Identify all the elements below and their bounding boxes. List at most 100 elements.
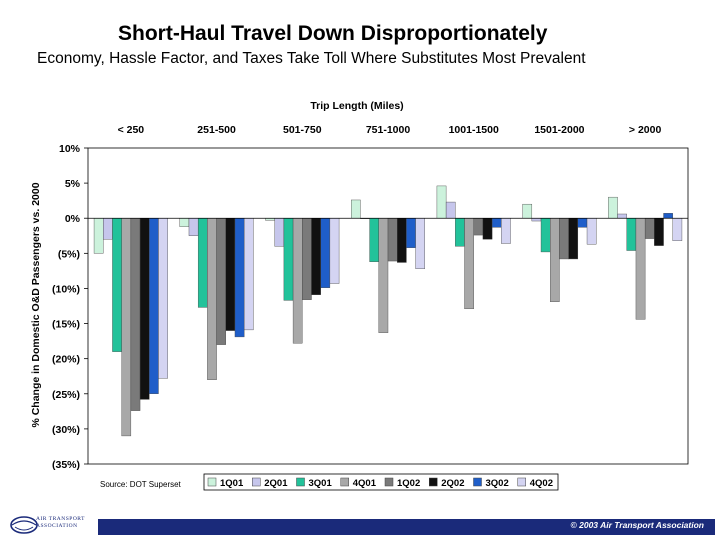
category-label: < 250 xyxy=(118,124,145,136)
y-tick-label: (25%) xyxy=(52,389,80,401)
page-title: Short-Haul Travel Down Disproportionatel… xyxy=(118,22,548,45)
bar-3Q02 xyxy=(663,213,673,219)
legend-swatch-2Q01 xyxy=(252,477,261,487)
legend-label-3Q01: 3Q01 xyxy=(309,478,333,489)
copyright-text: © 2003 Air Transport Association xyxy=(570,520,705,530)
logo-line1: AIR TRANSPORT xyxy=(36,516,86,522)
bar-3Q01 xyxy=(455,218,465,247)
bar-2Q02 xyxy=(397,218,407,263)
category-label: 1501-2000 xyxy=(534,124,584,136)
bar-2Q01 xyxy=(103,218,113,240)
legend-swatch-3Q01 xyxy=(296,477,305,487)
page-subtitle: Economy, Hassle Factor, and Taxes Take T… xyxy=(37,50,586,67)
legend-label-3Q02: 3Q02 xyxy=(486,478,509,489)
bar-3Q01 xyxy=(540,218,551,253)
y-tick-label: (10%) xyxy=(52,283,80,295)
bar-2Q01 xyxy=(617,213,627,219)
bar-4Q02 xyxy=(586,218,597,245)
y-tick-label: (35%) xyxy=(52,459,80,471)
bar-2Q02 xyxy=(311,218,321,295)
bar-3Q02 xyxy=(234,218,245,338)
y-tick-label: (5%) xyxy=(58,248,80,260)
bar-2Q02 xyxy=(654,218,664,246)
source-note: Source: DOT Superset xyxy=(100,480,182,489)
legend-swatch-4Q02 xyxy=(517,477,526,487)
bar-3Q02 xyxy=(491,218,502,228)
bar-2Q02 xyxy=(225,218,236,331)
bar-3Q01 xyxy=(112,218,122,352)
bar-3Q01 xyxy=(369,218,380,262)
bar-1Q02 xyxy=(302,218,312,300)
bar-4Q02 xyxy=(243,218,254,331)
bar-1Q01 xyxy=(522,203,533,219)
bar-4Q02 xyxy=(415,218,426,269)
bar-4Q01 xyxy=(121,218,132,437)
bar-2Q01 xyxy=(274,218,285,247)
bar-3Q02 xyxy=(406,218,416,248)
category-label: 751-1000 xyxy=(366,124,411,136)
legend-label-1Q02: 1Q02 xyxy=(397,478,420,489)
bar-1Q02 xyxy=(130,218,141,411)
y-tick-label: (20%) xyxy=(52,354,80,366)
bar-3Q01 xyxy=(626,218,637,251)
y-axis-label: % Change in Domestic O&D Passengers vs. … xyxy=(30,182,42,427)
bar-2Q01 xyxy=(531,218,542,222)
bar-1Q01 xyxy=(179,218,190,227)
bar-1Q02 xyxy=(644,218,655,239)
legend-box xyxy=(203,473,559,491)
y-tick-label: 10% xyxy=(59,143,81,155)
bar-1Q02 xyxy=(216,218,226,345)
category-label: 1001-1500 xyxy=(449,124,499,136)
bar-1Q02 xyxy=(387,218,398,262)
legend-swatch-3Q02 xyxy=(473,477,482,487)
bar-2Q02 xyxy=(139,218,150,400)
bar-2Q02 xyxy=(482,218,493,240)
bar-4Q02 xyxy=(329,218,340,284)
category-label: > 2000 xyxy=(629,124,662,136)
footer-bar xyxy=(98,519,715,535)
bar-1Q02 xyxy=(473,218,484,236)
bar-3Q01 xyxy=(197,218,208,308)
legend-swatch-1Q02 xyxy=(384,477,394,487)
bar-1Q01 xyxy=(351,199,361,219)
logo-line2: ASSOCIATION xyxy=(36,523,78,529)
legend-swatch-2Q02 xyxy=(429,477,438,487)
bar-4Q02 xyxy=(672,218,683,241)
legend-swatch-4Q01 xyxy=(340,477,349,487)
x-axis-title: Trip Length (Miles) xyxy=(310,100,403,112)
bar-1Q01 xyxy=(93,218,104,254)
bar-4Q01 xyxy=(464,218,474,310)
legend-label-4Q01: 4Q01 xyxy=(353,478,377,489)
y-tick-label: (30%) xyxy=(52,424,80,436)
legend-swatch-1Q01 xyxy=(207,477,217,487)
logo-text: AIR TRANSPORT ASSOCIATION xyxy=(36,516,85,530)
legend-label-2Q01: 2Q01 xyxy=(264,478,288,489)
bar-3Q01 xyxy=(283,218,294,301)
category-label: 501-750 xyxy=(283,124,322,136)
bar-2Q01 xyxy=(188,218,199,236)
bar-2Q02 xyxy=(568,218,579,260)
y-tick-label: 0% xyxy=(65,213,81,225)
bar-4Q02 xyxy=(158,218,168,379)
legend-label-4Q02: 4Q02 xyxy=(530,478,553,489)
bar-3Q02 xyxy=(577,218,588,228)
legend-label-2Q02: 2Q02 xyxy=(441,478,464,489)
ata-logo-icon xyxy=(10,516,38,534)
bar-4Q01 xyxy=(378,218,389,333)
category-label: 251-500 xyxy=(197,124,236,136)
bar-1Q02 xyxy=(559,218,569,260)
bar-4Q01 xyxy=(292,218,303,344)
bar-4Q01 xyxy=(207,218,217,380)
bar-3Q02 xyxy=(149,218,159,394)
legend-label-1Q01: 1Q01 xyxy=(220,478,244,489)
bar-3Q02 xyxy=(320,218,331,288)
bar-2Q01 xyxy=(445,201,456,219)
bar-4Q01 xyxy=(550,218,560,302)
bar-4Q02 xyxy=(501,218,511,244)
bar-1Q01 xyxy=(436,185,447,219)
y-tick-label: 5% xyxy=(65,178,81,190)
bar-1Q01 xyxy=(608,196,618,219)
bar-4Q01 xyxy=(635,218,646,320)
y-tick-label: (15%) xyxy=(52,319,80,331)
